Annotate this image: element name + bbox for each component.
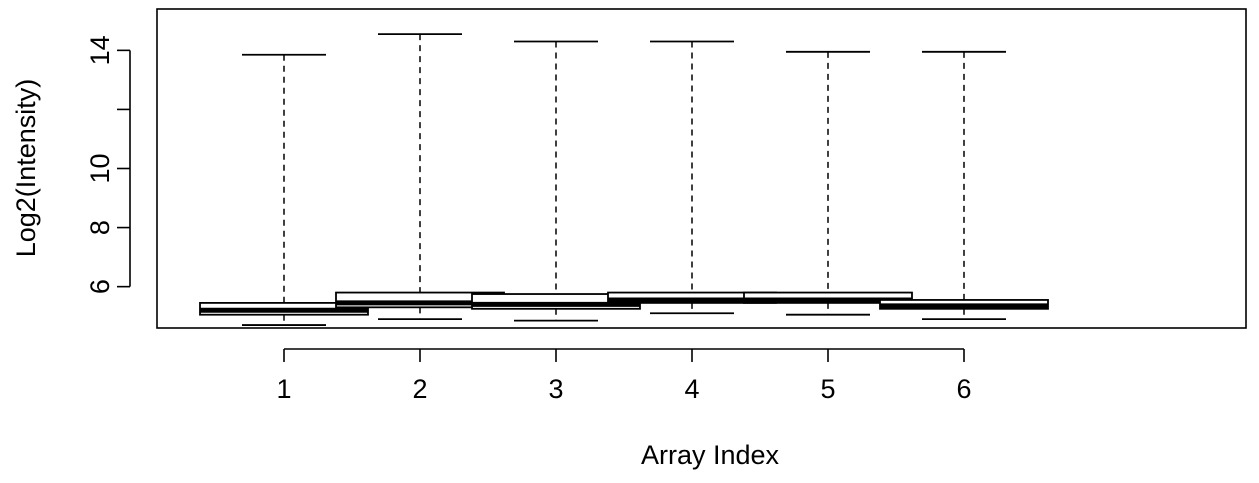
- box-4: [607, 40, 777, 315]
- box-3: [471, 40, 641, 322]
- y-tick-label: 8: [85, 220, 115, 235]
- box-6: [879, 50, 1049, 321]
- x-axis-label: Array Index: [641, 440, 780, 470]
- y-axis: 6 8 10 14: [85, 35, 131, 294]
- box-1: [199, 53, 369, 326]
- y-tick-label: 14: [85, 35, 115, 65]
- x-axis: 1 2 3 4 5 6: [276, 348, 972, 404]
- x-tick-label: 4: [684, 374, 699, 404]
- y-tick-label: 10: [85, 153, 115, 183]
- plot-frame: [156, 8, 1247, 329]
- x-tick-label: 3: [548, 374, 563, 404]
- x-tick-label: 5: [820, 374, 835, 404]
- y-tick-label: 6: [85, 279, 115, 294]
- x-tick-label: 2: [412, 374, 427, 404]
- box-2: [335, 33, 505, 321]
- x-tick-label: 1: [276, 374, 291, 404]
- box-5: [743, 50, 913, 316]
- x-tick-label: 6: [956, 374, 971, 404]
- boxes-layer: [199, 33, 1049, 326]
- y-axis-label: Log2(Intensity): [11, 79, 41, 258]
